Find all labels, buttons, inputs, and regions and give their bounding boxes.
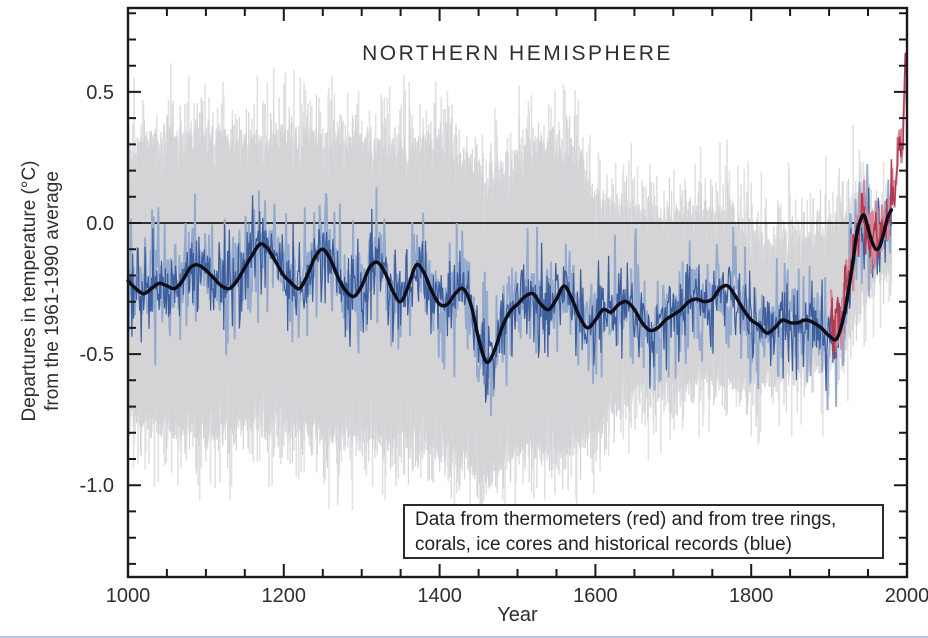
legend-line-1: Data from thermometers (red) and from tr… (415, 509, 837, 530)
chart-title: NORTHERN HEMISPHERE (362, 42, 673, 65)
x-tick-label: 1800 (729, 585, 774, 607)
y-axis-label: Departures in temperature (°C) from the … (18, 160, 64, 421)
y-tick-label: -0.5 (80, 344, 114, 366)
x-tick-label: 1000 (106, 585, 151, 607)
x-axis-label: Year (497, 604, 538, 626)
smoothed-series-black (126, 208, 894, 365)
x-tick-label: 1600 (573, 585, 618, 607)
y-axis-ticks (128, 12, 907, 565)
y-axis-label-line-1: Departures in temperature (°C) (19, 160, 40, 422)
y-tick-label: -1.0 (80, 475, 114, 497)
proxy-series-blue (127, 187, 892, 403)
y-axis-label-line-2: from the 1961-1990 average (42, 171, 63, 411)
x-tick-label: 1400 (417, 585, 462, 607)
x-tick-label: 2000 (885, 585, 928, 607)
legend-box: Data from thermometers (red) and from tr… (403, 504, 884, 559)
y-tick-label: 0.0 (86, 213, 114, 235)
bottom-blue-strip (0, 636, 928, 638)
plot-frame (126, 6, 909, 579)
y-tick-label: 0.5 (86, 82, 114, 104)
legend-line-2: corals, ice cores and historical records… (415, 534, 792, 555)
x-tick-label: 1200 (262, 585, 307, 607)
